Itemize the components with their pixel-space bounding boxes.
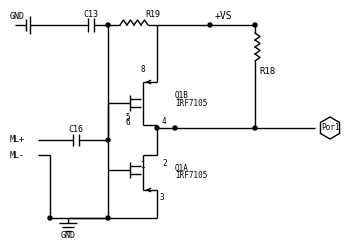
Text: IRF7105: IRF7105 bbox=[175, 99, 207, 107]
Text: 2: 2 bbox=[162, 159, 167, 167]
Text: GND: GND bbox=[61, 231, 75, 241]
Text: Por1: Por1 bbox=[321, 124, 339, 132]
Text: Q1B: Q1B bbox=[175, 90, 189, 100]
Text: 6: 6 bbox=[126, 119, 130, 127]
Circle shape bbox=[208, 23, 212, 27]
Text: C13: C13 bbox=[84, 11, 98, 20]
Text: Q1A: Q1A bbox=[175, 164, 189, 172]
Circle shape bbox=[253, 126, 257, 130]
Text: 8: 8 bbox=[141, 65, 145, 75]
Circle shape bbox=[106, 216, 110, 220]
Text: 5: 5 bbox=[126, 112, 130, 122]
Text: ML-: ML- bbox=[10, 150, 25, 160]
Circle shape bbox=[48, 216, 52, 220]
Text: IRF7105: IRF7105 bbox=[175, 171, 207, 181]
Circle shape bbox=[106, 138, 110, 142]
Text: R19: R19 bbox=[145, 11, 160, 20]
Circle shape bbox=[106, 23, 110, 27]
Text: +VS: +VS bbox=[215, 11, 233, 21]
Text: 3: 3 bbox=[160, 193, 165, 203]
Text: R18: R18 bbox=[259, 67, 275, 76]
Polygon shape bbox=[320, 117, 339, 139]
Circle shape bbox=[155, 126, 159, 130]
Circle shape bbox=[253, 23, 257, 27]
Text: C16: C16 bbox=[69, 125, 84, 135]
Text: 4: 4 bbox=[162, 118, 167, 126]
Circle shape bbox=[173, 126, 177, 130]
Text: GND: GND bbox=[10, 13, 25, 21]
Text: ML+: ML+ bbox=[10, 136, 25, 144]
Text: 1: 1 bbox=[141, 161, 145, 169]
